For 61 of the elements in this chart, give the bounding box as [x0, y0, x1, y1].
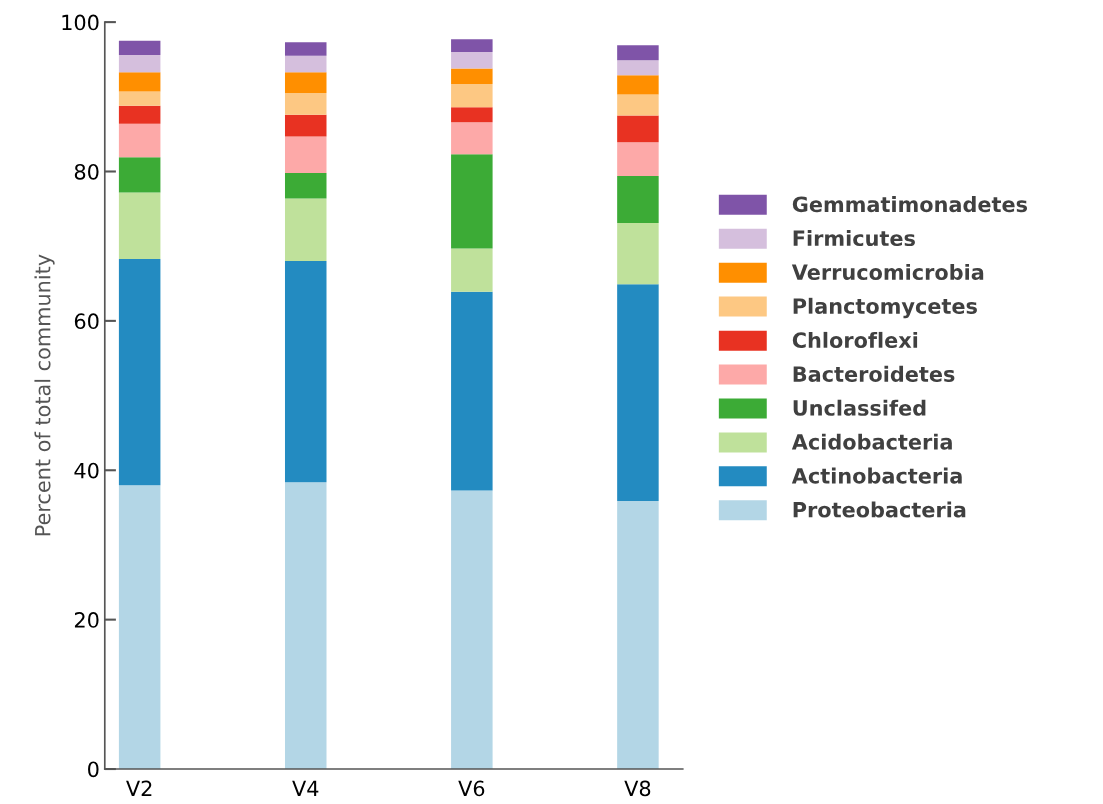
bar [451, 291, 493, 491]
legend-label: Gemmatimonadetes [792, 196, 1028, 213]
legend-label: Acidobacteria [791, 433, 952, 450]
y-tick-label: 60 [74, 313, 99, 330]
y-tick-label: 20 [74, 612, 99, 628]
bar [118, 105, 161, 124]
bar [284, 136, 327, 173]
legend-label: Proteobacteria [793, 501, 966, 518]
x-tick-label: V8 [624, 780, 651, 797]
legend-label: Verrucomicrobia [791, 263, 984, 281]
bar [617, 75, 659, 95]
bar [284, 93, 327, 115]
bar [118, 485, 161, 770]
bar [118, 258, 161, 486]
bar [617, 223, 659, 285]
bar [617, 500, 659, 770]
bar [451, 84, 493, 108]
bar [617, 94, 659, 116]
bar [617, 284, 659, 501]
bar [284, 114, 327, 137]
x-tick-label: V4 [292, 780, 319, 796]
legend-label: Bacteroidetes [793, 365, 955, 382]
y-tick-label: 40 [74, 462, 99, 479]
legend-label: Firmicutes [793, 229, 915, 247]
legend-label: Chloroflexi [792, 331, 918, 349]
bar [284, 55, 327, 73]
y-tick-label: 0 [88, 761, 99, 778]
bar [118, 157, 161, 193]
x-tick-label: V2 [126, 780, 152, 796]
bar [118, 123, 161, 158]
bar [284, 261, 327, 483]
bar [617, 115, 659, 143]
y-axis-title: Percent of total community [34, 254, 55, 536]
bar [451, 107, 493, 123]
x-tick-label: V6 [458, 780, 485, 797]
bar [617, 60, 659, 76]
bar [118, 40, 161, 55]
bar [284, 482, 327, 770]
bar [284, 72, 327, 94]
bar [617, 142, 659, 176]
bar [118, 91, 161, 106]
bar [617, 175, 659, 224]
bar [451, 122, 493, 155]
y-tick-label: 100 [62, 14, 99, 31]
bar [451, 490, 493, 770]
bar [118, 54, 161, 73]
legend-label: Actinobacteria [791, 467, 962, 484]
legend-label: Planctomycetes [793, 297, 977, 319]
bar [451, 68, 493, 85]
bar [451, 248, 493, 292]
bar [118, 72, 161, 92]
bar [617, 45, 659, 61]
bar [284, 172, 327, 199]
bar [451, 51, 493, 69]
bar [451, 154, 493, 249]
bar [284, 198, 327, 262]
bar [451, 39, 493, 52]
legend-label: Unclassifed [793, 399, 926, 416]
bar [118, 192, 161, 259]
bar [284, 42, 327, 56]
y-tick-label: 80 [74, 163, 99, 180]
